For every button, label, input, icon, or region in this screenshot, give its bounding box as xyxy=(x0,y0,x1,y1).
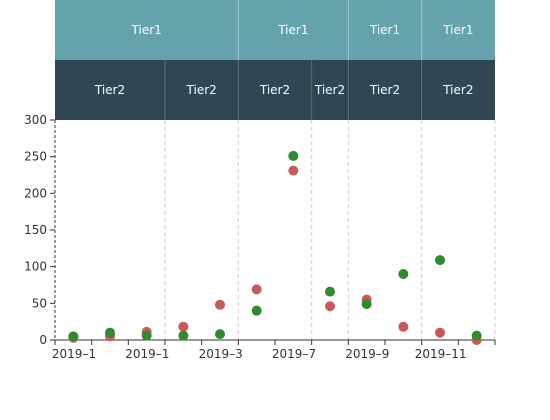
red-series-point xyxy=(325,301,335,312)
x-tick-label: 2019–3 xyxy=(199,347,243,361)
red-series-point xyxy=(215,299,225,310)
x-tick-label: 2019–11 xyxy=(415,347,467,361)
green-series-point xyxy=(288,150,299,161)
tier1-label: Tier1 xyxy=(131,23,162,37)
green-series-point xyxy=(178,330,189,341)
green-series-point xyxy=(141,330,152,341)
y-tick-label: 150 xyxy=(24,223,47,237)
green-series-point xyxy=(105,327,115,338)
tier1-label: Tier1 xyxy=(277,23,308,37)
tier2-label: Tier2 xyxy=(369,83,400,97)
y-tick-label: 300 xyxy=(24,113,47,127)
x-tick-label: 2019–1 xyxy=(52,347,96,361)
tier2-label: Tier2 xyxy=(259,83,290,97)
tier2-label: Tier2 xyxy=(186,83,217,97)
red-series-point xyxy=(288,165,299,176)
tier1-label: Tier1 xyxy=(442,23,473,37)
red-series-point xyxy=(435,327,445,338)
green-series-point xyxy=(398,269,409,279)
red-series-point xyxy=(178,321,189,332)
x-tick-label: 2019–7 xyxy=(272,347,316,361)
green-series-point xyxy=(68,331,79,342)
x-tick-label: 2019–9 xyxy=(345,347,389,361)
tier1-label: Tier1 xyxy=(369,23,400,37)
tier2-label: Tier2 xyxy=(94,83,125,97)
y-tick-label: 250 xyxy=(24,150,47,164)
y-tick-label: 50 xyxy=(32,296,47,310)
red-series-point xyxy=(251,284,262,295)
y-tick-label: 200 xyxy=(24,186,47,200)
tier2-label: Tier2 xyxy=(314,83,345,97)
x-tick-label: 2019–1 xyxy=(125,347,169,361)
green-series-point xyxy=(215,329,225,340)
green-series-point xyxy=(251,305,262,316)
green-series-point xyxy=(471,330,482,341)
y-tick-label: 0 xyxy=(39,333,47,347)
green-series-point xyxy=(361,299,372,310)
tier2-label: Tier2 xyxy=(442,83,473,97)
y-tick-label: 100 xyxy=(24,260,47,274)
green-series-point xyxy=(325,286,335,297)
tier1-header-bg xyxy=(55,0,495,60)
green-series-point xyxy=(435,255,445,266)
red-series-point xyxy=(398,321,409,332)
